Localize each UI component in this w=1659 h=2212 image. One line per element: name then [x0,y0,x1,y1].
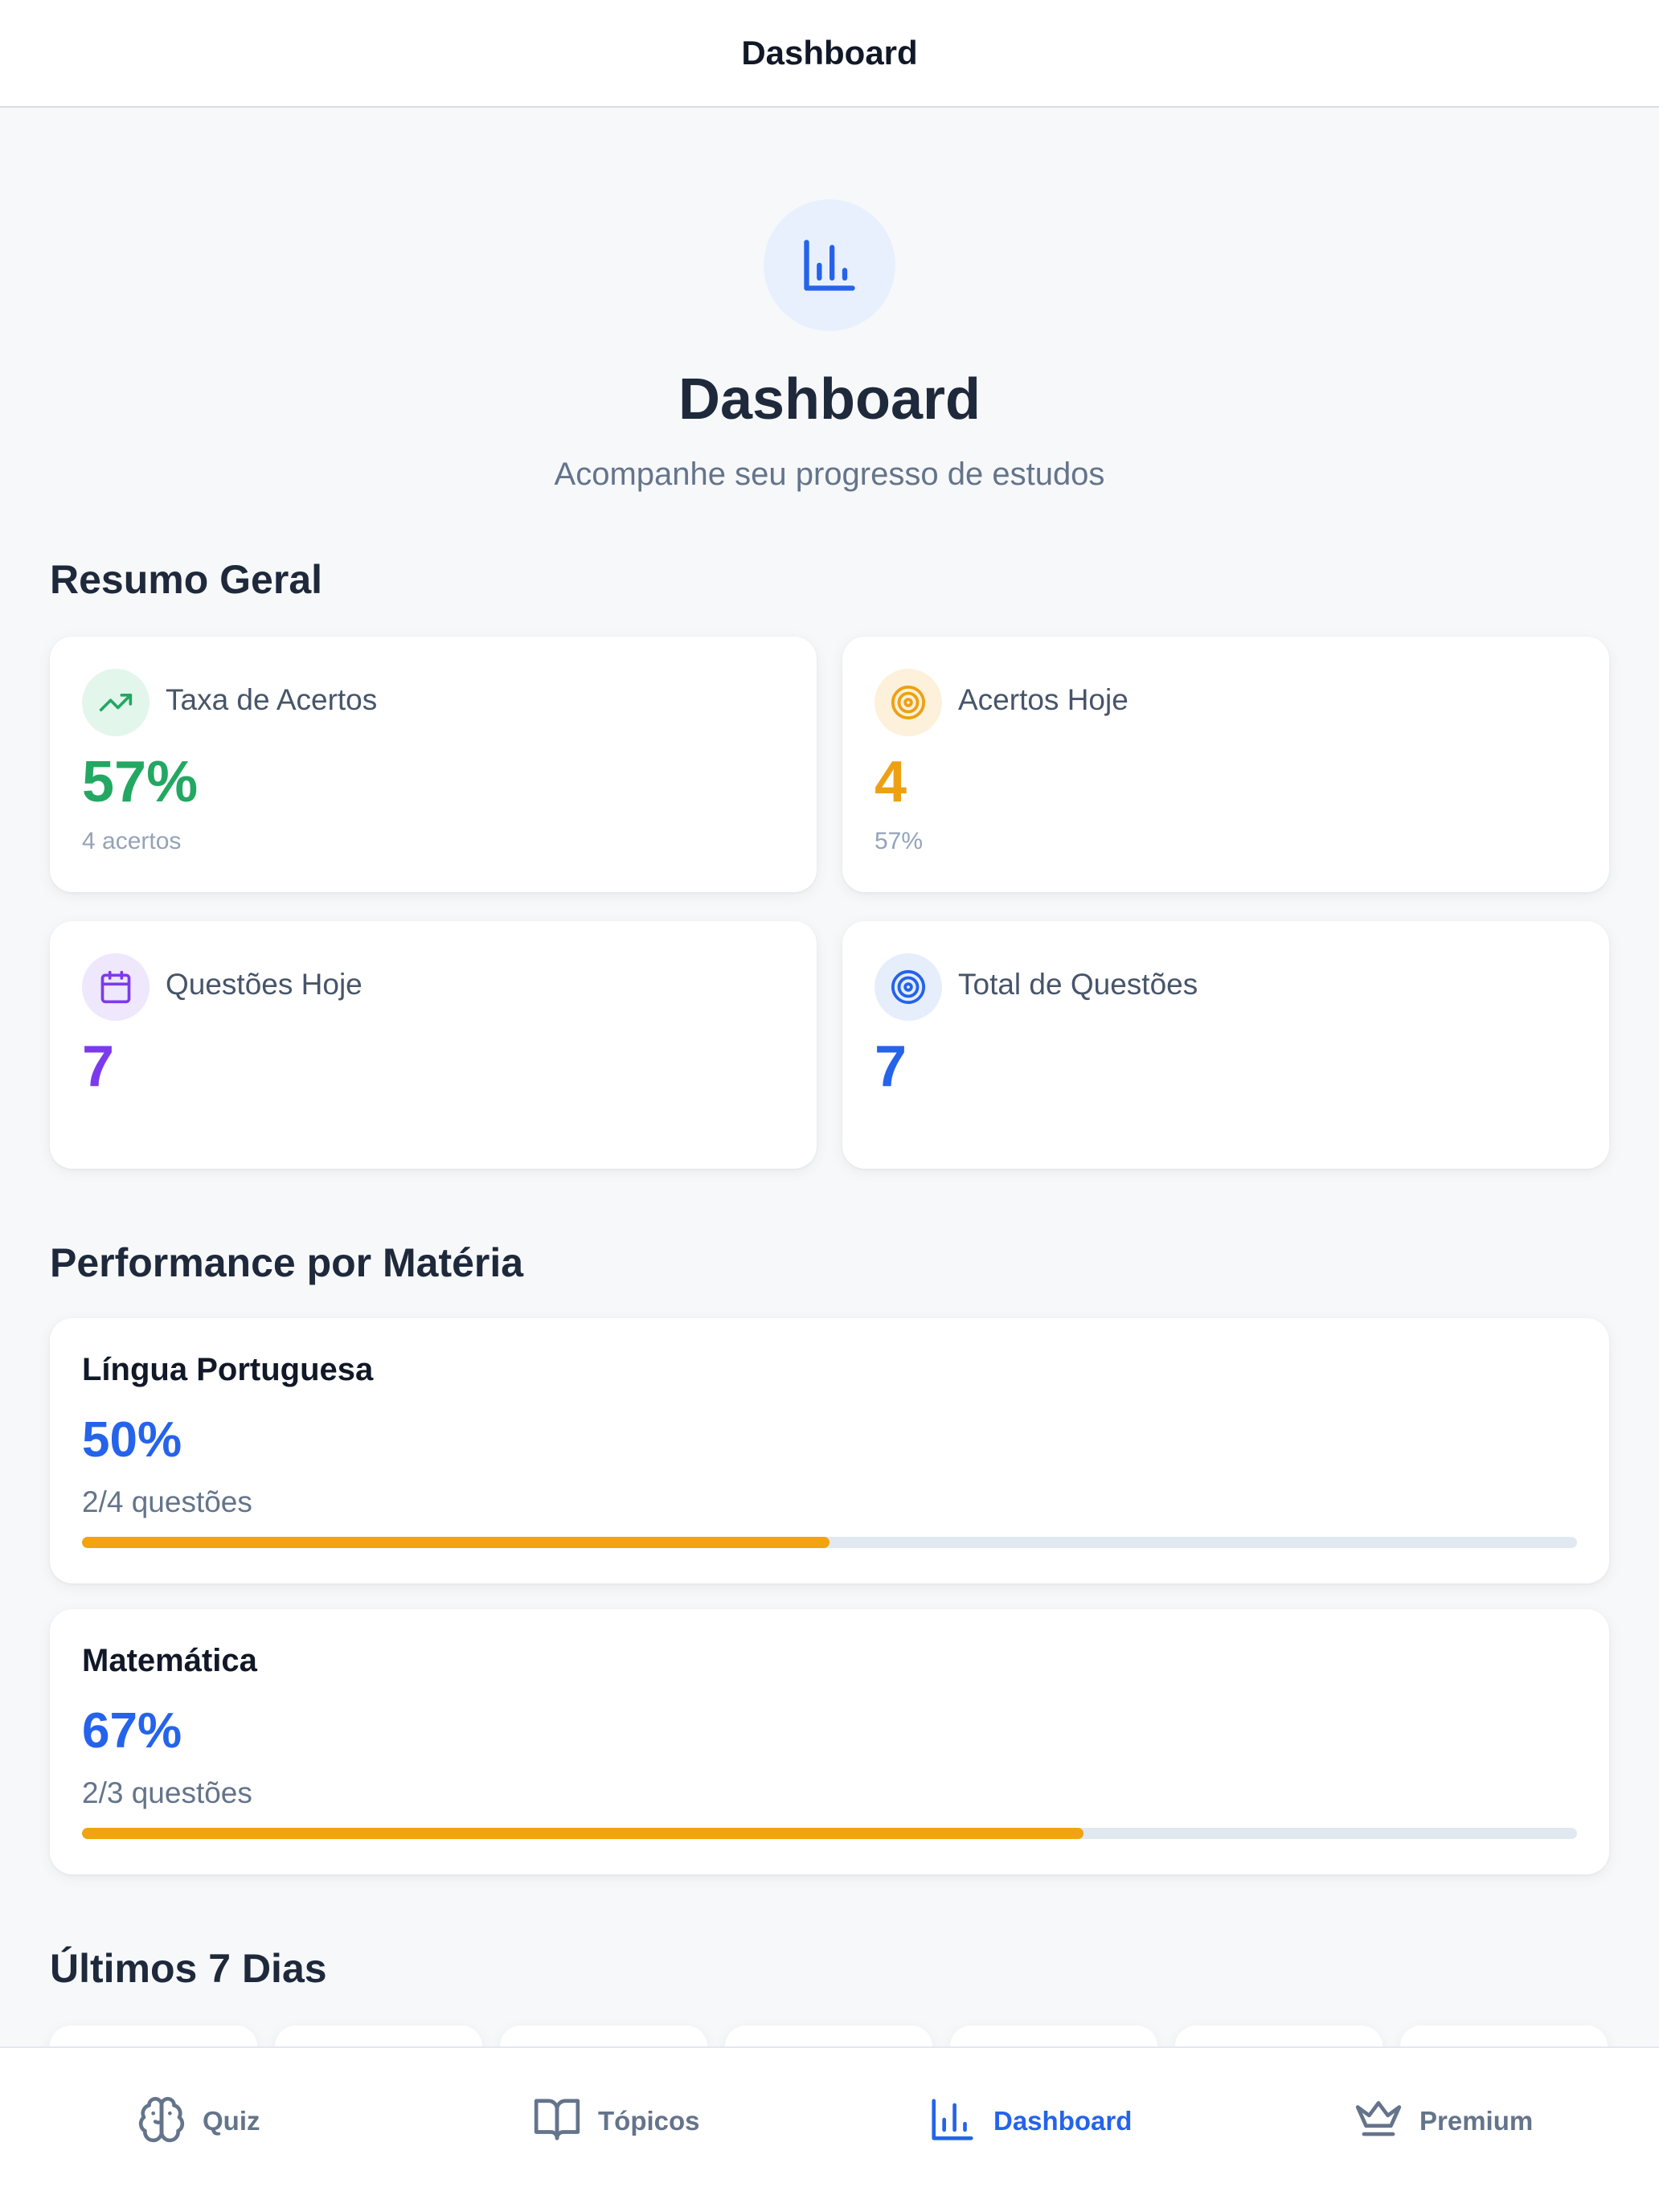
calendar-icon [82,953,150,1021]
nav-title: Dashboard [741,34,918,72]
tab-label: Dashboard [993,2106,1133,2136]
subject-name: Língua Portuguesa [82,1352,374,1387]
subject-name: Matemática [82,1643,257,1678]
page-subtitle: Acompanhe seu progresso de estudos [554,457,1105,492]
subject-question-count: 2/3 questões [82,1776,252,1809]
crown-icon [1354,2095,1403,2149]
stat-value: 7 [875,1034,907,1099]
stat-label: Total de Questões [958,968,1198,1001]
tab-label: Tópicos [598,2106,700,2136]
progress-bar [82,1537,1577,1548]
stat-subtext: 4 acertos [82,828,182,854]
stat-card-accuracy: Taxa de Acertos 57% 4 acertos [50,637,817,892]
stat-value: 7 [82,1034,115,1099]
subject-percentage: 67% [82,1703,182,1759]
stat-label: Questões Hoje [166,968,363,1001]
progress-fill [82,1828,1084,1839]
trending-up-icon [82,669,150,736]
tab-topics[interactable]: Tópicos [532,2093,700,2149]
stat-card-total-questions: Total de Questões 7 [842,921,1609,1169]
tab-quiz[interactable]: Quiz [137,2093,260,2149]
subject-percentage: 50% [82,1412,182,1468]
brain-icon [137,2095,186,2149]
page-title: Dashboard [678,367,981,432]
tab-premium[interactable]: Premium [1354,2093,1533,2149]
stat-value: 4 [875,750,907,814]
section-title-performance: Performance por Matéria [50,1240,524,1285]
bar-chart-icon [928,2095,977,2149]
nav-bar: Dashboard [0,0,1659,108]
stat-value: 57% [82,750,199,814]
progress-bar [82,1828,1577,1839]
book-open-icon [532,2095,582,2149]
target-icon [875,953,942,1021]
tab-bar: Quiz Tópicos Dashboard Premium [0,2046,1659,2212]
tab-dashboard[interactable]: Dashboard [928,2093,1132,2149]
stat-label: Acertos Hoje [958,683,1129,716]
target-icon [875,669,942,736]
stat-card-questions-today: Questões Hoje 7 [50,921,817,1169]
subject-card-math: Matemática 67% 2/3 questões [50,1609,1609,1874]
bar-chart-icon [764,199,895,331]
subject-question-count: 2/4 questões [82,1485,252,1518]
section-title-last-days: Últimos 7 Dias [50,1946,327,1991]
subject-card-portuguese: Língua Portuguesa 50% 2/4 questões [50,1318,1609,1583]
stat-label: Taxa de Acertos [166,683,378,716]
tab-label: Quiz [203,2106,260,2136]
tab-label: Premium [1419,2106,1534,2136]
section-title-summary: Resumo Geral [50,557,323,602]
stat-subtext: 57% [875,828,924,854]
stat-card-correct-today: Acertos Hoje 4 57% [842,637,1609,892]
progress-fill [82,1537,830,1548]
